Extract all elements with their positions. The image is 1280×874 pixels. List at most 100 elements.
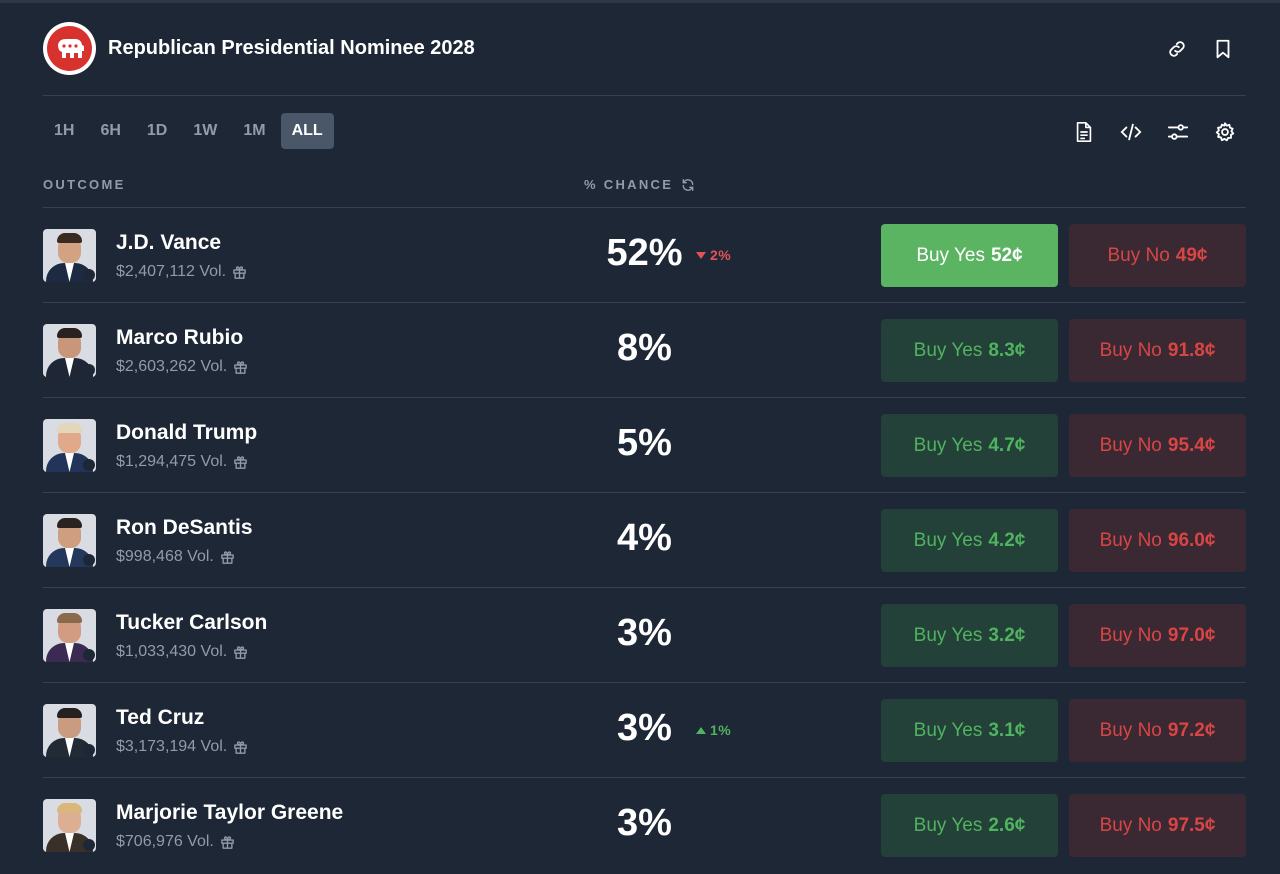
volume-info: $1,033,430 Vol.	[116, 643, 248, 661]
code-icon[interactable]	[1120, 121, 1142, 143]
outcome-row[interactable]: Ron DeSantis $998,468 Vol. 4% Buy Yes 4.…	[43, 493, 1246, 588]
volume-text: $2,407,112 Vol.	[116, 263, 227, 280]
buy-yes-price: 8.3¢	[988, 339, 1026, 361]
buy-yes-button[interactable]: Buy Yes 3.1¢	[881, 699, 1058, 762]
market-card: Republican Presidential Nominee 2028 1H …	[43, 0, 1246, 874]
buy-no-label: Buy No	[1099, 719, 1162, 741]
document-icon[interactable]	[1073, 121, 1095, 143]
gift-icon[interactable]	[233, 740, 248, 755]
buy-yes-button[interactable]: Buy Yes 52¢	[881, 224, 1058, 287]
gift-icon[interactable]	[233, 360, 248, 375]
chance-change-value: 2%	[710, 247, 732, 263]
outcome-row[interactable]: Marjorie Taylor Greene $706,976 Vol. 3% …	[43, 778, 1246, 873]
settings-icon[interactable]	[1214, 121, 1236, 143]
buy-no-label: Buy No	[1107, 244, 1170, 266]
candidate-avatar	[43, 419, 96, 472]
buy-no-button[interactable]: Buy No 97.0¢	[1069, 604, 1246, 667]
chance-value: 52%	[606, 232, 683, 274]
outcome-row[interactable]: Marco Rubio $2,603,262 Vol. 8% Buy Yes 8…	[43, 303, 1246, 398]
range-1d[interactable]: 1D	[146, 122, 168, 139]
outcome-row[interactable]: J.D. Vance $2,407,112 Vol. 52% 2% Buy Ye…	[43, 208, 1246, 303]
gift-icon[interactable]	[232, 265, 247, 280]
buy-no-button[interactable]: Buy No 95.4¢	[1069, 414, 1246, 477]
buy-no-price: 97.5¢	[1167, 814, 1216, 836]
range-1m[interactable]: 1M	[243, 122, 266, 139]
range-1w[interactable]: 1W	[193, 122, 218, 139]
buy-no-label: Buy No	[1099, 624, 1162, 646]
triangle-up-icon	[696, 726, 706, 735]
gift-icon[interactable]	[233, 645, 248, 660]
candidate-name[interactable]: Marjorie Taylor Greene	[116, 801, 344, 824]
sliders-icon[interactable]	[1167, 121, 1189, 143]
buy-no-label: Buy No	[1099, 434, 1162, 456]
buy-yes-label: Buy Yes	[913, 339, 983, 361]
buy-yes-button[interactable]: Buy Yes 8.3¢	[881, 319, 1058, 382]
candidate-name[interactable]: Ron DeSantis	[116, 516, 253, 539]
candidate-name[interactable]: Donald Trump	[116, 421, 258, 444]
candidate-name[interactable]: Ted Cruz	[116, 706, 205, 729]
bookmark-icon[interactable]	[1212, 38, 1234, 60]
buy-no-label: Buy No	[1099, 529, 1162, 551]
outcome-list: J.D. Vance $2,407,112 Vol. 52% 2% Buy Ye…	[43, 208, 1246, 873]
candidate-name[interactable]: J.D. Vance	[116, 231, 222, 254]
outcome-row[interactable]: Tucker Carlson $1,033,430 Vol. 3% Buy Ye…	[43, 588, 1246, 683]
gift-icon[interactable]	[220, 835, 235, 850]
range-6h[interactable]: 6H	[100, 122, 121, 139]
volume-info: $2,603,262 Vol.	[116, 358, 248, 376]
buy-yes-button[interactable]: Buy Yes 2.6¢	[881, 794, 1058, 857]
top-border	[0, 0, 1280, 3]
chance-value: 3%	[617, 612, 672, 654]
buy-yes-button[interactable]: Buy Yes 4.2¢	[881, 509, 1058, 572]
buy-yes-button[interactable]: Buy Yes 4.7¢	[881, 414, 1058, 477]
candidate-avatar	[43, 799, 96, 852]
market-title: Republican Presidential Nominee 2028	[108, 37, 475, 59]
chance-change: 1%	[696, 722, 731, 738]
chance-column-header: % CHANCE	[584, 177, 695, 192]
buy-no-button[interactable]: Buy No 97.2¢	[1069, 699, 1246, 762]
buy-yes-price: 3.1¢	[988, 719, 1026, 741]
header-divider	[43, 95, 1246, 96]
volume-text: $706,976 Vol.	[116, 833, 214, 850]
buy-no-button[interactable]: Buy No 97.5¢	[1069, 794, 1246, 857]
volume-info: $3,173,194 Vol.	[116, 738, 248, 756]
buy-no-label: Buy No	[1099, 339, 1162, 361]
outcome-row[interactable]: Donald Trump $1,294,475 Vol. 5% Buy Yes …	[43, 398, 1246, 493]
chance-value: 3%	[617, 707, 672, 749]
buy-no-button[interactable]: Buy No 49¢	[1069, 224, 1246, 287]
candidate-name[interactable]: Tucker Carlson	[116, 611, 268, 634]
buy-no-button[interactable]: Buy No 91.8¢	[1069, 319, 1246, 382]
gift-icon[interactable]	[233, 455, 248, 470]
refresh-icon[interactable]	[681, 178, 695, 192]
buy-yes-button[interactable]: Buy Yes 3.2¢	[881, 604, 1058, 667]
link-icon[interactable]	[1166, 38, 1188, 60]
outcome-row[interactable]: Ted Cruz $3,173,194 Vol. 3% 1% Buy Yes 3…	[43, 683, 1246, 778]
chance-value: 5%	[617, 422, 672, 464]
buy-yes-label: Buy Yes	[913, 814, 983, 836]
buy-yes-label: Buy Yes	[913, 434, 983, 456]
buy-no-button[interactable]: Buy No 96.0¢	[1069, 509, 1246, 572]
buy-no-price: 91.8¢	[1167, 339, 1216, 361]
volume-info: $1,294,475 Vol.	[116, 453, 248, 471]
volume-info: $2,407,112 Vol.	[116, 263, 247, 281]
volume-text: $2,603,262 Vol.	[116, 358, 228, 375]
volume-text: $1,033,430 Vol.	[116, 643, 228, 660]
candidate-avatar	[43, 609, 96, 662]
buy-yes-price: 4.2¢	[988, 529, 1026, 551]
candidate-avatar	[43, 514, 96, 567]
buy-no-price: 95.4¢	[1167, 434, 1216, 456]
buy-yes-label: Buy Yes	[913, 529, 983, 551]
table-header-divider	[43, 207, 1246, 208]
chance-value: 8%	[617, 327, 672, 369]
range-all[interactable]: ALL	[280, 113, 334, 149]
buy-no-price: 49¢	[1175, 244, 1208, 266]
time-range-selector: 1H 6H 1D 1W 1M ALL	[43, 113, 334, 149]
outcome-column-header: OUTCOME	[43, 177, 126, 192]
range-1h[interactable]: 1H	[54, 122, 75, 139]
chance-column-label: % CHANCE	[584, 177, 674, 192]
candidate-name[interactable]: Marco Rubio	[116, 326, 244, 349]
chance-value: 4%	[617, 517, 672, 559]
buy-yes-price: 2.6¢	[988, 814, 1026, 836]
republican-elephant-icon	[43, 22, 96, 75]
gift-icon[interactable]	[220, 550, 235, 565]
volume-text: $1,294,475 Vol.	[116, 453, 228, 470]
